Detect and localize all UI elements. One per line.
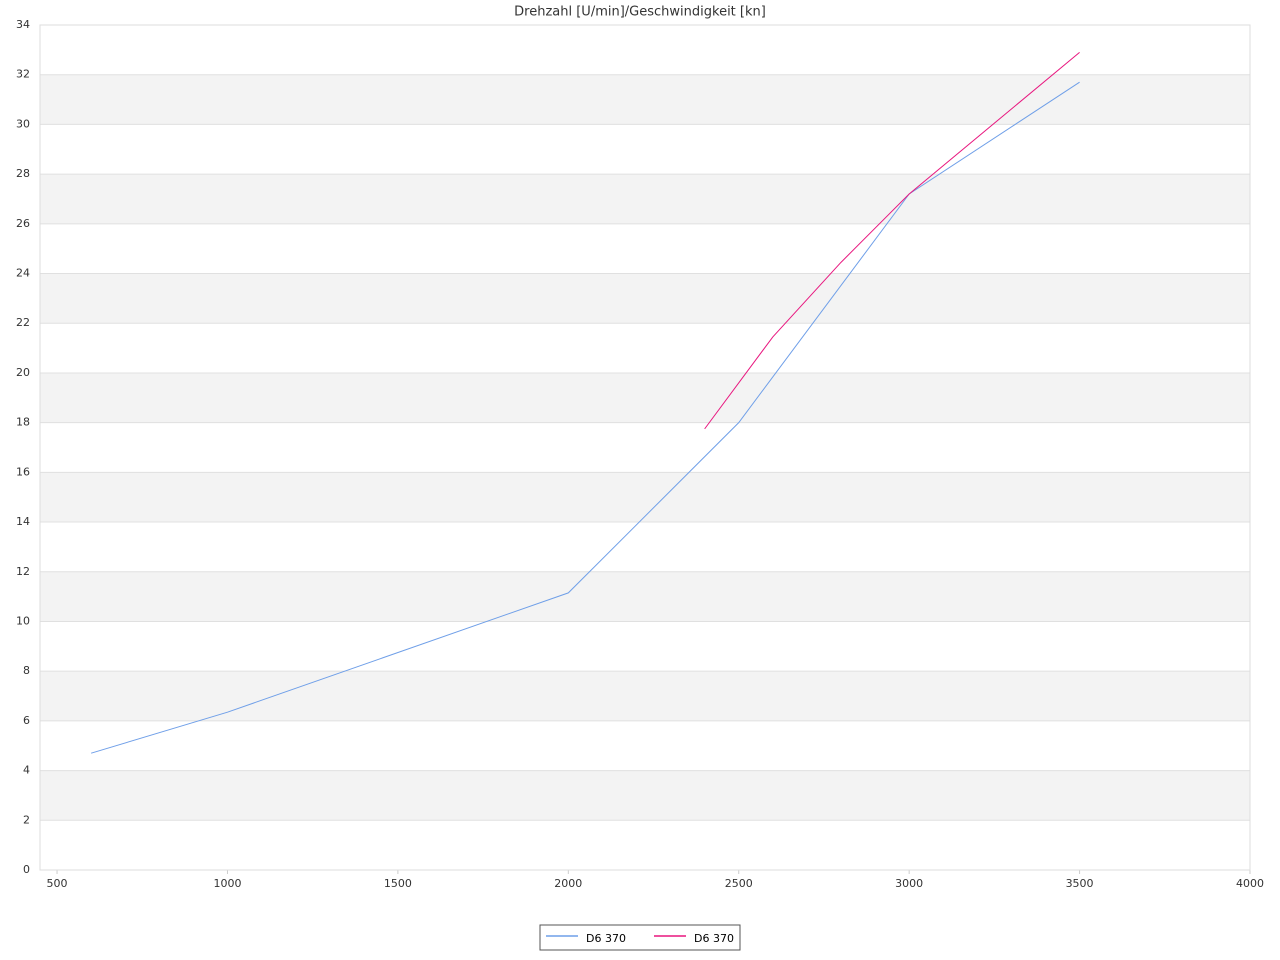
y-tick-label: 16 (16, 465, 30, 478)
grid-band (40, 74, 1250, 125)
y-tick-label: 24 (16, 267, 30, 280)
x-tick-label: 1000 (213, 877, 241, 890)
x-tick-label: 2500 (725, 877, 753, 890)
grid-band (40, 571, 1250, 622)
x-tick-label: 3000 (895, 877, 923, 890)
y-tick-label: 2 (23, 813, 30, 826)
x-tick-label: 500 (47, 877, 68, 890)
legend-label: D6 370 (694, 932, 734, 945)
y-tick-label: 30 (16, 117, 30, 130)
grid-band (40, 472, 1250, 523)
data-line (90, 81, 1080, 754)
data-line (704, 51, 1080, 430)
plot-border (39, 24, 1251, 871)
x-tick-label: 2000 (554, 877, 582, 890)
y-tick-label: 6 (23, 714, 30, 727)
x-tick-label: 4000 (1236, 877, 1264, 890)
grid-band (40, 770, 1250, 821)
chart-title: Drehzahl [U/min]/Geschwindigkeit [kn] (514, 5, 766, 20)
grid-band (40, 273, 1250, 324)
y-tick-label: 4 (23, 764, 30, 777)
legend-label: D6 370 (586, 932, 626, 945)
y-tick-label: 12 (16, 565, 30, 578)
y-tick-label: 32 (16, 68, 30, 81)
x-tick-label: 1500 (384, 877, 412, 890)
y-tick-label: 8 (23, 664, 30, 677)
y-tick-label: 0 (23, 863, 30, 876)
y-tick-label: 14 (16, 515, 30, 528)
legend-box (539, 924, 741, 951)
grid-band (40, 372, 1250, 423)
x-tick-label: 3500 (1066, 877, 1094, 890)
grid-band (40, 671, 1250, 721)
y-tick-label: 22 (16, 316, 30, 329)
grid-band (40, 174, 1250, 224)
y-tick-label: 10 (16, 614, 30, 627)
y-tick-label: 26 (16, 217, 30, 230)
y-tick-label: 28 (16, 167, 30, 180)
y-tick-label: 18 (16, 416, 30, 429)
y-tick-label: 20 (16, 366, 30, 379)
y-tick-label: 34 (16, 18, 30, 31)
